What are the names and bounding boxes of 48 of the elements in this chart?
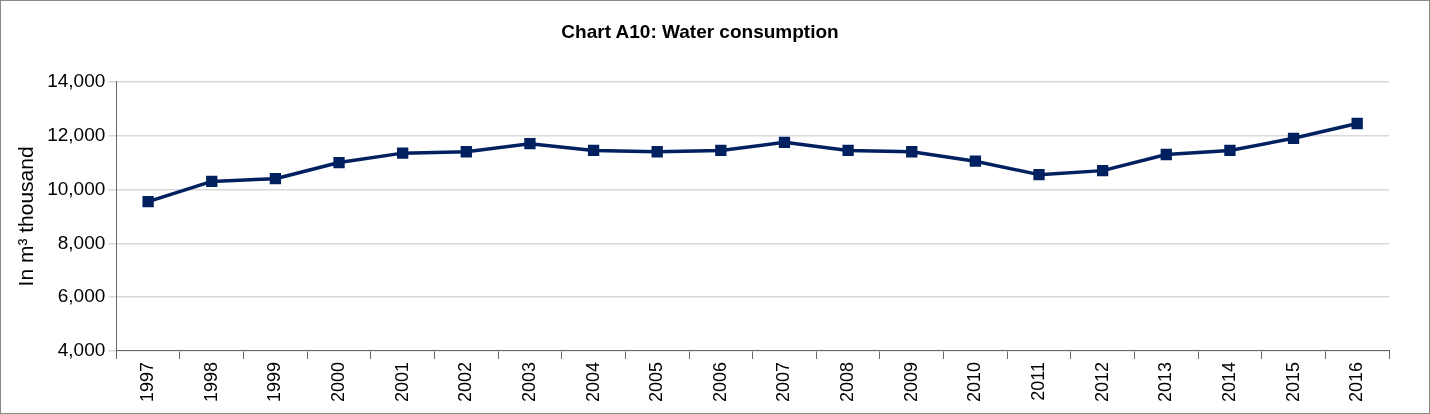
y-tick-label: 4,000 [57, 339, 106, 361]
point [206, 175, 218, 188]
x-tick-label: 1998 [200, 361, 221, 402]
y-tick-label: 6,000 [57, 285, 106, 307]
point [651, 146, 663, 158]
point [587, 144, 600, 157]
x-tick-label: 2004 [582, 361, 603, 402]
point [842, 144, 854, 157]
x-tick-label: 2006 [709, 361, 730, 402]
point [1351, 117, 1363, 130]
y-tick-label: 14,000 [47, 70, 106, 92]
x-tick-label: 2002 [455, 361, 476, 402]
point [1160, 148, 1172, 161]
y-tick-label: 8,000 [57, 231, 106, 253]
x-tick-label: 2011 [1027, 361, 1048, 401]
y-axis-title: In m³ thousand [14, 146, 38, 287]
point [269, 173, 282, 185]
x-tick-label: 2016 [1346, 361, 1367, 402]
point [524, 138, 536, 150]
point [460, 146, 472, 158]
point [397, 147, 409, 159]
chart-title: Chart A10: Water consumption [561, 20, 839, 42]
y-tick-label: 12,000 [47, 123, 106, 145]
x-tick-label: 2008 [837, 361, 858, 402]
point [906, 146, 918, 158]
x-tick-label: 2012 [1091, 361, 1112, 402]
x-tick-label: 2009 [900, 361, 921, 402]
x-tick-label: 2005 [646, 361, 667, 402]
point [778, 136, 791, 149]
x-tick-label: 2013 [1155, 361, 1176, 402]
x-tick-label: 1999 [264, 361, 285, 402]
y-tick-label: 10,000 [47, 177, 106, 199]
x-tick-label: 2003 [518, 361, 539, 402]
point [333, 156, 345, 169]
x-tick-label: 2001 [391, 361, 412, 402]
point [969, 155, 982, 167]
x-tick-label: 2010 [964, 361, 985, 402]
x-tick-label: 2015 [1282, 361, 1303, 402]
x-tick-label: 1997 [137, 361, 158, 402]
x-tick-label: 2000 [328, 361, 348, 402]
x-tick-label: 2014 [1218, 361, 1239, 402]
point [1287, 132, 1300, 144]
point [142, 195, 154, 208]
point [1096, 164, 1109, 177]
point [715, 144, 727, 157]
point [1033, 169, 1045, 181]
point [1224, 144, 1236, 157]
x-tick-label: 2007 [773, 361, 794, 402]
